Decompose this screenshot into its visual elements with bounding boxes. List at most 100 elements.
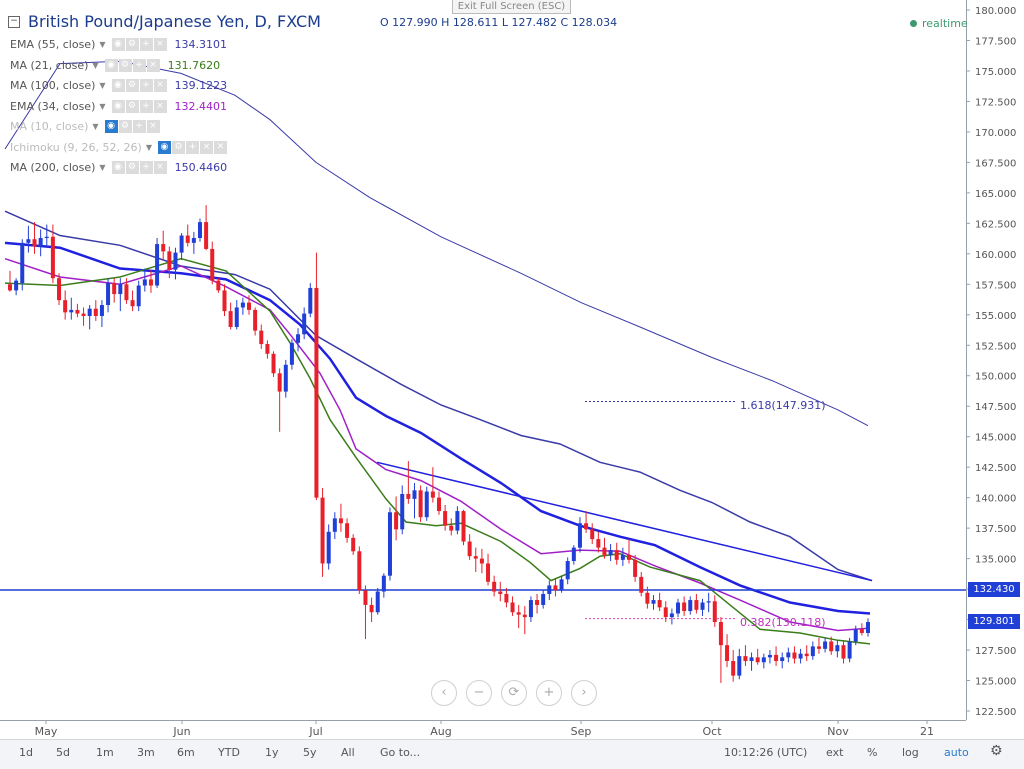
plus-icon[interactable]: +: [185, 140, 199, 154]
range-button-3m[interactable]: 3m: [137, 746, 155, 759]
zoom-controls: ‹ − ⟳ + ›: [431, 680, 597, 706]
plus-icon[interactable]: +: [132, 120, 146, 133]
price-tick-label: 167.500: [975, 158, 1016, 169]
plus-icon[interactable]: +: [139, 38, 153, 51]
eye-icon[interactable]: ◉: [157, 140, 171, 154]
settings-gear-icon[interactable]: ⚙: [990, 743, 1003, 759]
range-button-goto[interactable]: Go to...: [380, 746, 421, 759]
candle-body: [749, 657, 754, 662]
percent-toggle[interactable]: %: [867, 746, 878, 759]
indicator-legend-row[interactable]: MA (10, close) ▼ ◉ ⚙ + ×: [6, 120, 168, 133]
close-icon[interactable]: ×: [153, 161, 167, 174]
scroll-right-button[interactable]: ›: [571, 680, 597, 706]
candle-body: [449, 525, 454, 531]
indicator-legend-row[interactable]: EMA (55, close) ▼ ◉ ⚙ + × 134.3101: [6, 38, 227, 51]
chart-title: British Pound/Japanese Yen, D, FXCM: [28, 12, 321, 31]
range-button-5d[interactable]: 5d: [56, 746, 70, 759]
candle-body: [461, 511, 466, 542]
range-button-all[interactable]: All: [341, 746, 355, 759]
dropdown-arrow-icon[interactable]: ▼: [99, 81, 106, 90]
range-button-1d[interactable]: 1d: [19, 746, 33, 759]
reset-zoom-button[interactable]: ⟳: [501, 680, 527, 706]
eye-icon[interactable]: ◉: [104, 58, 118, 72]
trendline[interactable]: [376, 461, 873, 582]
ma-line: [4, 210, 873, 582]
plus-icon[interactable]: +: [132, 58, 146, 72]
bottom-toolbar: 1d 5d 1m 3m 6m YTD 1y 5y All Go to... 10:12:26 (U…: [0, 739, 1024, 769]
range-button-1m[interactable]: 1m: [96, 746, 114, 759]
price-tick-label: 122.500: [975, 707, 1016, 718]
close-icon[interactable]: ✕: [213, 140, 227, 154]
dropdown-arrow-icon[interactable]: ▼: [92, 60, 99, 70]
candle-body: [44, 236, 49, 238]
exit-fullscreen-button[interactable]: Exit Full Screen (ESC): [452, 0, 571, 14]
candle-body: [602, 547, 607, 555]
indicator-value: 134.3101: [174, 38, 228, 51]
log-toggle[interactable]: log: [902, 746, 919, 759]
indicator-legend-row[interactable]: MA (200, close) ▼ ◉ ⚙ + × 150.4460: [6, 161, 227, 174]
indicator-legend-row[interactable]: EMA (34, close) ▼ ◉ ⚙ + × 132.4401: [6, 99, 228, 113]
dropdown-arrow-icon[interactable]: ▼: [145, 142, 152, 152]
candle-body: [486, 563, 491, 582]
zoom-in-button[interactable]: +: [536, 680, 562, 706]
ma-line: [4, 241, 871, 615]
dropdown-arrow-icon[interactable]: ▼: [92, 122, 99, 131]
gear-icon[interactable]: ⚙: [125, 161, 139, 174]
candle-body: [179, 235, 184, 253]
plus-icon[interactable]: +: [139, 79, 153, 92]
candle-body: [314, 287, 319, 498]
close-icon[interactable]: ×: [146, 58, 160, 72]
candle-body: [798, 653, 803, 659]
candle-body: [259, 330, 264, 345]
indicator-legend-row[interactable]: MA (100, close) ▼ ◉ ⚙ + × 139.1223: [6, 79, 227, 92]
plus-icon[interactable]: +: [139, 99, 153, 113]
candle-body: [240, 302, 245, 308]
indicator-value: 132.4401: [174, 99, 228, 113]
dropdown-arrow-icon[interactable]: ▼: [99, 40, 106, 49]
gear-icon[interactable]: ⚙: [125, 99, 139, 113]
close-icon[interactable]: ×: [199, 140, 213, 154]
candle-body: [173, 252, 178, 270]
gear-icon[interactable]: ⚙: [125, 79, 139, 92]
eye-icon[interactable]: ◉: [111, 99, 125, 113]
range-button-ytd[interactable]: YTD: [218, 746, 240, 759]
candle-body: [706, 601, 711, 603]
eye-icon[interactable]: ◉: [111, 38, 125, 51]
fib-1618-label: 1.618(147.931): [740, 399, 826, 412]
indicator-legend-row[interactable]: MA (21, close) ▼ ◉ ⚙ + × 131.7620: [6, 58, 220, 72]
candle-body: [283, 364, 288, 392]
candle-body: [780, 657, 785, 662]
gear-icon[interactable]: ⚙: [125, 38, 139, 51]
close-icon[interactable]: ×: [153, 38, 167, 51]
eye-icon[interactable]: ◉: [111, 79, 125, 92]
candle-body: [326, 531, 331, 564]
range-button-5y[interactable]: 5y: [303, 746, 317, 759]
indicator-legend-row[interactable]: Ichimoku (9, 26, 52, 26) ▼ ◉ ⚙ + × ✕: [6, 140, 235, 154]
candle-body: [332, 518, 337, 532]
close-icon[interactable]: ×: [153, 99, 167, 113]
plus-icon[interactable]: +: [139, 161, 153, 174]
zoom-out-button[interactable]: −: [466, 680, 492, 706]
close-icon[interactable]: ×: [146, 120, 160, 133]
candle-body: [547, 585, 552, 594]
range-button-1y[interactable]: 1y: [265, 746, 279, 759]
candle-body: [234, 307, 239, 327]
eye-icon[interactable]: ◉: [104, 120, 118, 133]
gear-icon[interactable]: ⚙: [118, 58, 132, 72]
auto-toggle[interactable]: auto: [944, 746, 969, 759]
price-tick-label: 165.000: [975, 189, 1016, 200]
collapse-legend-button[interactable]: −: [8, 15, 20, 28]
candle-body: [467, 541, 472, 557]
realtime-dot-icon: [910, 20, 917, 27]
dropdown-arrow-icon[interactable]: ▼: [99, 101, 106, 111]
candle-body: [216, 280, 221, 291]
scroll-left-button[interactable]: ‹: [431, 680, 457, 706]
eye-icon[interactable]: ◉: [111, 161, 125, 174]
dropdown-arrow-icon[interactable]: ▼: [99, 163, 106, 172]
ext-toggle[interactable]: ext: [826, 746, 844, 759]
gear-icon[interactable]: ⚙: [118, 120, 132, 133]
gear-icon[interactable]: ⚙: [171, 140, 185, 154]
close-icon[interactable]: ×: [153, 79, 167, 92]
range-button-6m[interactable]: 6m: [177, 746, 195, 759]
